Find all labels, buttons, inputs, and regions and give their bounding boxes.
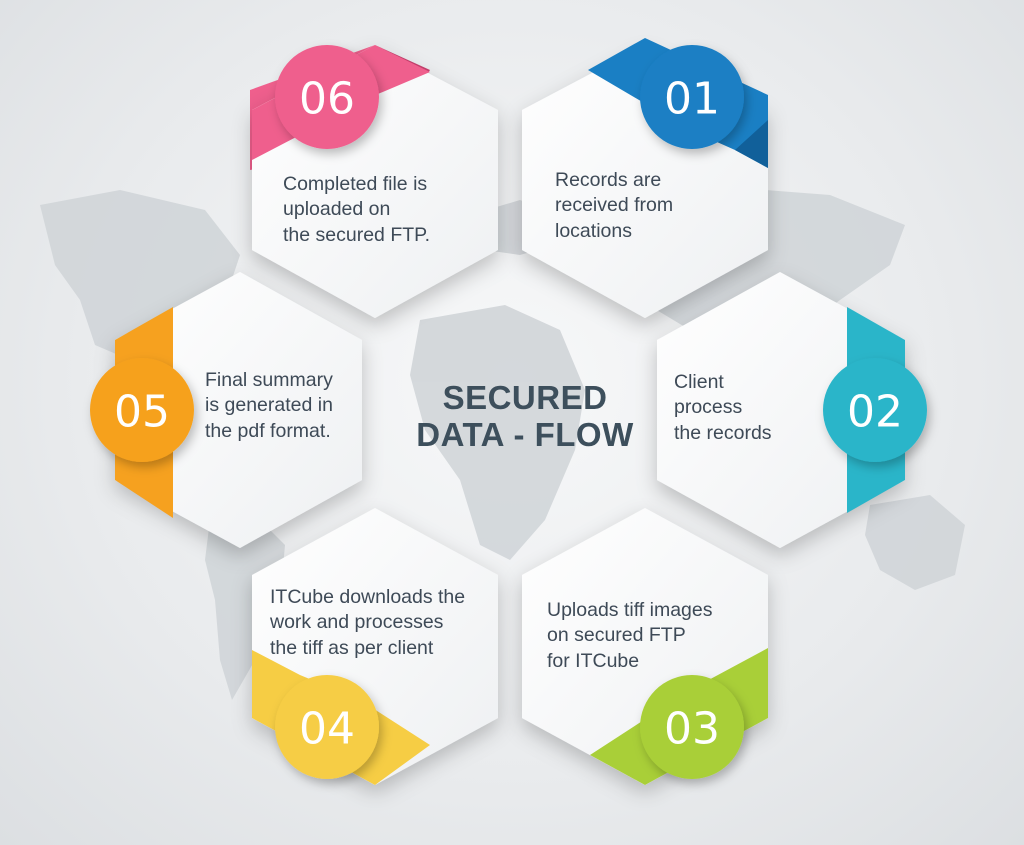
step-02-card: 02 [657, 272, 927, 548]
step-05-hexagon [115, 272, 362, 548]
step-04-card: 04 [252, 508, 498, 785]
step-05-number: 05 [114, 387, 170, 438]
step-01-accent-fold [735, 120, 768, 168]
step-05-text: Final summary is generated in the pdf fo… [205, 369, 333, 442]
step-01-number: 01 [664, 74, 720, 125]
center-title-line-1: SECURED [442, 379, 608, 416]
step-05-card: 05 [90, 272, 362, 548]
step-03-text: Uploads tiff images on secured FTP for I… [547, 599, 713, 672]
step-01-text: Records are received from locations [555, 169, 674, 242]
step-04-text: ITCube downloads the work and processes … [270, 586, 466, 659]
step-03-card: 03 [522, 508, 768, 785]
map-africa [410, 305, 585, 560]
step-06-text: Completed file is uploaded on the secure… [283, 173, 431, 246]
step-05-number-badge [90, 358, 194, 462]
step-06-card: 06 [250, 45, 498, 318]
center-title-line-2: DATA - FLOW [416, 415, 634, 453]
step-04-number-badge [275, 675, 379, 779]
step-01-card: 01 [522, 38, 768, 318]
step-03-number: 03 [664, 704, 720, 755]
center-title: SECURED DATA - FLOW [380, 379, 670, 454]
step-02-text: Client process the records [674, 371, 772, 444]
step-04-number: 04 [299, 704, 355, 755]
step-06-number-badge [275, 45, 379, 149]
step-02-number-badge [823, 358, 927, 462]
step-02-hexagon [657, 272, 905, 548]
step-06-number: 06 [299, 74, 355, 125]
map-australia [865, 495, 965, 590]
step-01-number-badge [640, 45, 744, 149]
map-south-america [205, 515, 285, 700]
step-02-number: 02 [847, 387, 903, 438]
step-03-number-badge [640, 675, 744, 779]
